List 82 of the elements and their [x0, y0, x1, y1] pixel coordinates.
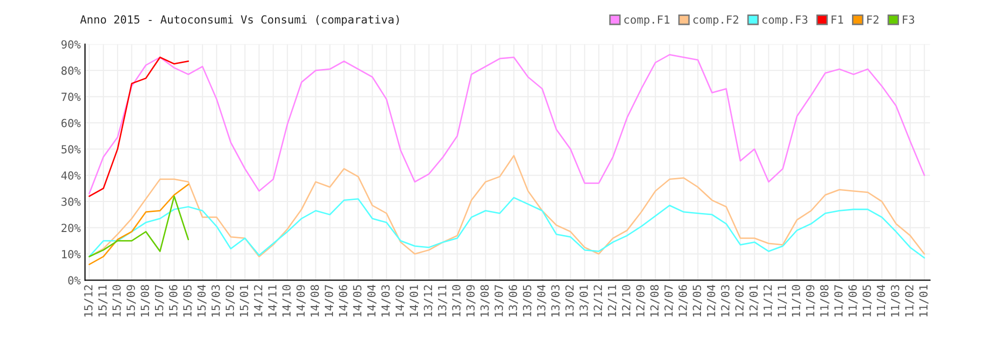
x-tick-label: 13/10 — [452, 285, 462, 316]
x-tick-label: 12/12 — [594, 285, 603, 316]
y-tick-label: 90% — [61, 40, 81, 49]
x-tick-label: 15/09 — [126, 285, 136, 316]
x-tick-label: 14/01 — [410, 285, 419, 316]
x-tick-label: 13/09 — [466, 285, 476, 316]
x-tick-label: 14/04 — [367, 284, 376, 316]
x-tick-label: 11/11 — [778, 285, 787, 316]
x-tick-label: 11/09 — [806, 285, 816, 316]
x-tick-label: 12/05 — [692, 285, 702, 316]
x-tick-label: 13/01 — [579, 285, 589, 316]
x-tick-label: 12/04 — [706, 284, 716, 316]
x-tick-label: 15/08 — [140, 285, 150, 316]
y-tick-label: 60% — [61, 118, 81, 128]
y-tick-label: 50% — [62, 145, 81, 154]
x-tick-label: 14/06 — [338, 285, 348, 316]
x-tick-label: 12/11 — [608, 285, 618, 316]
x-tick-label: 15/07 — [154, 285, 164, 316]
x-tick-label: 11/03 — [890, 285, 900, 316]
x-tick-label: 11/02 — [905, 285, 914, 316]
line-series — [88, 196, 190, 258]
legend-label: comp.F2 — [693, 15, 738, 26]
x-tick-label: 11/10 — [792, 285, 802, 316]
x-tick-label: 13/02 — [565, 285, 575, 316]
x-tick-label: 13/07 — [494, 285, 504, 316]
x-tick-label: 14/03 — [381, 285, 391, 316]
x-tick-label: 11/12 — [763, 285, 773, 316]
x-tick-label: 13/12 — [424, 285, 434, 316]
legend-label: F2 — [867, 15, 878, 24]
x-tick-label: 14/09 — [296, 285, 306, 316]
y-tick-label: 20% — [62, 224, 81, 232]
x-tick-label: 15/12 — [84, 285, 94, 316]
legend-label: comp.F1 — [624, 16, 670, 26]
x-tick-label: 11/05 — [862, 285, 872, 316]
x-tick-label: 14/02 — [395, 285, 405, 316]
x-tick-label: 15/06 — [169, 285, 178, 316]
x-tick-label: 11/06 — [848, 285, 858, 316]
legend-label: F1 — [832, 16, 844, 24]
line-series — [88, 54, 926, 194]
line-series — [88, 184, 190, 266]
x-tick-label: 15/01 — [240, 285, 250, 316]
y-tick-label: 30% — [62, 198, 81, 206]
x-tick-label: 15/10 — [112, 285, 122, 316]
legend-label: comp.F3 — [762, 15, 808, 26]
x-tick-label: 12/03 — [721, 285, 730, 316]
x-tick-label: 11/07 — [834, 285, 844, 316]
legend-label: F3 — [902, 15, 914, 24]
y-tick-label: 10% — [62, 250, 81, 258]
x-tick-label: 12/01 — [749, 285, 759, 316]
x-tick-label: 14/07 — [324, 285, 334, 316]
x-tick-label: 11/04 — [876, 284, 886, 316]
x-tick-label: 15/04 — [197, 284, 207, 316]
x-tick-label: 12/09 — [636, 285, 646, 316]
x-tick-label: 14/05 — [353, 285, 362, 316]
x-tick-label: 14/10 — [282, 285, 292, 316]
x-tick-label: 15/02 — [226, 285, 235, 316]
x-tick-label: 11/08 — [820, 285, 830, 316]
line-series — [88, 196, 926, 259]
x-tick-label: 13/08 — [480, 285, 490, 316]
x-tick-label: 12/10 — [622, 285, 632, 316]
x-tick-label: 14/08 — [310, 285, 320, 316]
x-tick-label: 15/05 — [183, 285, 192, 316]
chart-title: Anno 2015 - Autoconsumi Vs Consumi (comparativa) — [80, 15, 399, 26]
x-tick-label: 13/11 — [438, 285, 448, 316]
x-tick-label: 13/03 — [551, 285, 560, 316]
y-tick-label: 0% — [68, 276, 81, 285]
x-tick-label: 13/06 — [508, 285, 518, 316]
x-tick-label: 14/11 — [268, 285, 278, 316]
x-tick-label: 15/03 — [211, 285, 221, 316]
y-tick-label: 70% — [62, 92, 81, 102]
x-tick-label: 13/04 — [537, 284, 546, 316]
x-tick-label: 12/02 — [735, 285, 744, 316]
x-tick-label: 11/01 — [919, 285, 928, 316]
x-tick-label: 14/12 — [254, 285, 264, 316]
x-tick-label: 12/06 — [678, 285, 688, 316]
line-series — [88, 56, 190, 197]
x-tick-label: 12/08 — [650, 285, 660, 316]
x-tick-label: 15/11 — [98, 285, 108, 316]
x-tick-label: 13/05 — [522, 285, 532, 316]
y-tick-label: 40% — [61, 171, 81, 180]
x-tick-label: 12/07 — [664, 285, 674, 316]
y-tick-label: 80% — [61, 66, 81, 75]
